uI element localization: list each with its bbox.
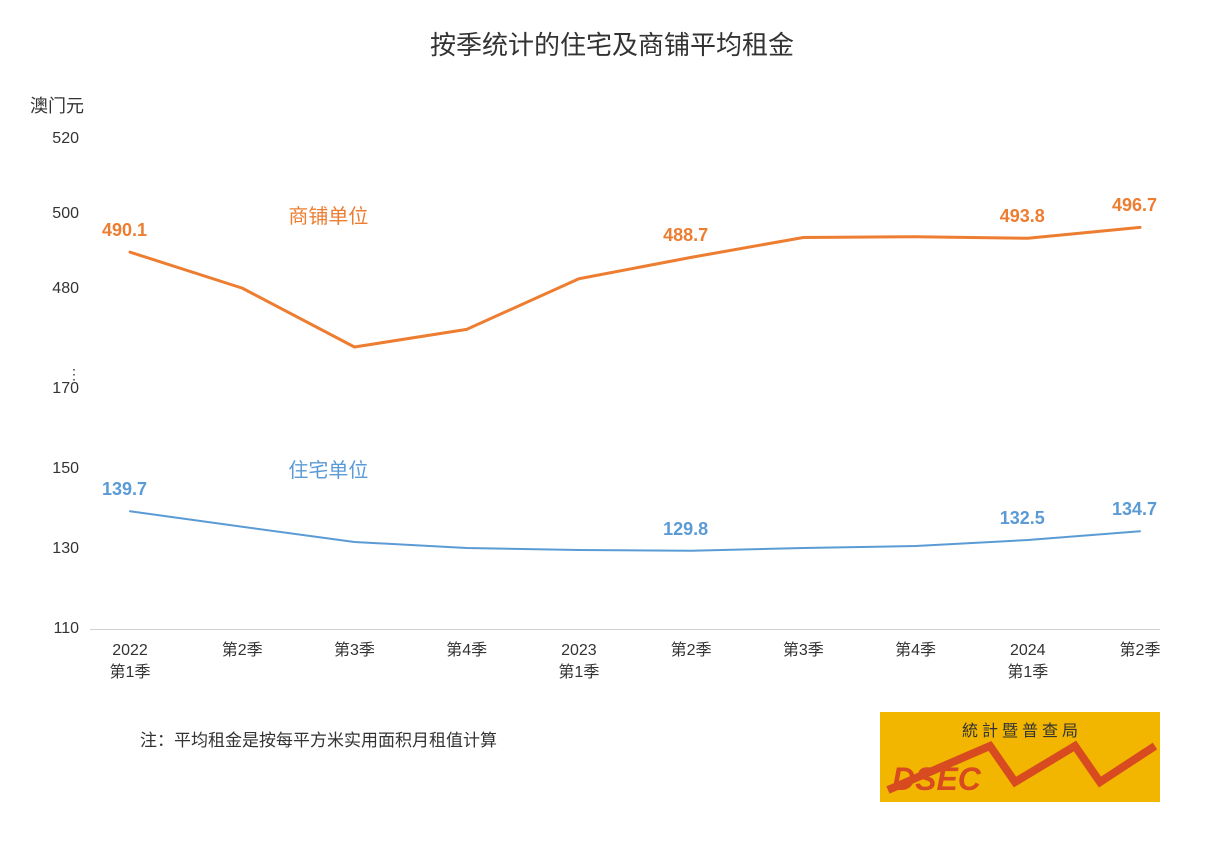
dsec-logo: 統 計 暨 普 查 局 DSEC: [880, 712, 1160, 802]
x-tick-label: 2022 第1季: [85, 640, 175, 685]
y-tick-label: 150: [29, 460, 79, 478]
x-tick-label: 第3季: [758, 640, 848, 662]
commercial-value-label: 488.7: [663, 225, 708, 246]
y-axis-unit: 澳门元: [30, 92, 84, 118]
chart-footnote: 注：平均租金是按每平方米实用面积月租值计算: [140, 726, 497, 751]
y-tick-label: 520: [29, 130, 79, 148]
line-commercial: [130, 227, 1140, 347]
series-label-residential: 住宅单位: [288, 454, 368, 483]
line-residential: [130, 511, 1140, 551]
y-tick-label: 110: [29, 620, 79, 638]
chart-title: 按季统计的住宅及商铺平均租金: [0, 25, 1224, 62]
x-tick-label: 第4季: [422, 640, 512, 662]
x-tick-label: 第2季: [646, 640, 736, 662]
residential-value-label: 132.5: [1000, 508, 1045, 529]
chart-container: 按季统计的住宅及商铺平均租金 澳门元 520 500 480 ⋮ 170 150 130 11…: [0, 0, 1224, 852]
commercial-value-label: 493.8: [1000, 206, 1045, 227]
x-tick-label: 第3季: [309, 640, 399, 662]
residential-value-label: 129.8: [663, 519, 708, 540]
x-tick-label: 第2季: [1095, 640, 1185, 662]
x-tick-label: 2023 第1季: [534, 640, 624, 685]
x-tick-label: 2024 第1季: [983, 640, 1073, 685]
y-tick-label: 170: [29, 380, 79, 398]
commercial-value-label: 490.1: [102, 220, 147, 241]
y-tick-label: 480: [29, 280, 79, 298]
x-tick-label: 第2季: [197, 640, 287, 662]
y-tick-label: 130: [29, 540, 79, 558]
axis-break-icon: ⋮: [29, 372, 79, 377]
commercial-value-label: 496.7: [1112, 195, 1157, 216]
series-label-commercial: 商铺单位: [288, 200, 368, 229]
residential-value-label: 139.7: [102, 479, 147, 500]
x-tick-label: 第4季: [871, 640, 961, 662]
y-tick-label: 500: [29, 205, 79, 223]
svg-text:統 計 暨 普 查 局: 統 計 暨 普 查 局: [962, 722, 1078, 740]
svg-text:DSEC: DSEC: [892, 761, 982, 797]
residential-value-label: 134.7: [1112, 499, 1157, 520]
